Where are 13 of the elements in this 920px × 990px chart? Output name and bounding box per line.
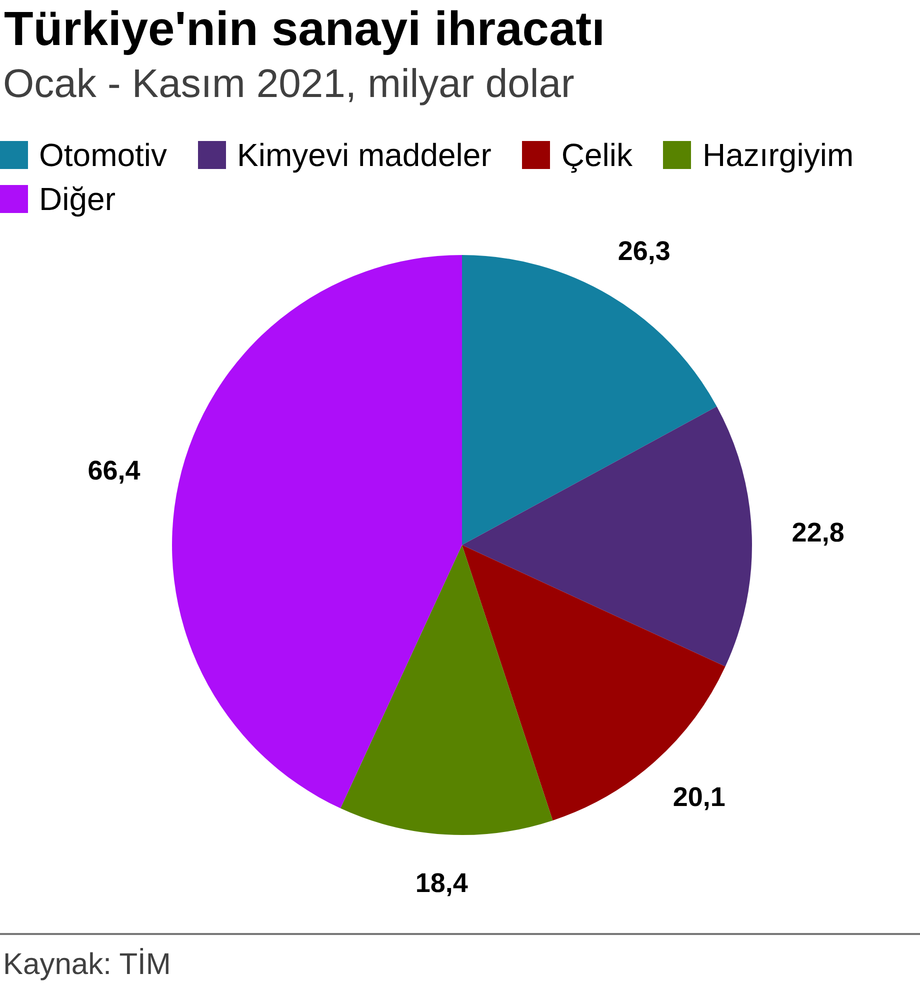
legend-label: Otomotiv bbox=[39, 136, 168, 175]
legend-label: Çelik bbox=[561, 136, 632, 175]
chart-title: Türkiye'nin sanayi ihracatı bbox=[4, 3, 605, 56]
data-label: 18,4 bbox=[415, 868, 468, 898]
legend-label: Hazırgiyim bbox=[702, 136, 854, 175]
legend-label: Kimyevi maddeler bbox=[237, 136, 492, 175]
data-label: 20,1 bbox=[672, 782, 726, 812]
data-label: 66,4 bbox=[88, 456, 140, 486]
data-label: 22,8 bbox=[792, 517, 844, 548]
data-label: 26,3 bbox=[618, 236, 670, 266]
legend-label: Diğer bbox=[39, 180, 116, 219]
chart-subtitle: Ocak - Kasım 2021, milyar dolar bbox=[3, 62, 574, 106]
text: Kaynak: TİM bbox=[3, 948, 171, 981]
